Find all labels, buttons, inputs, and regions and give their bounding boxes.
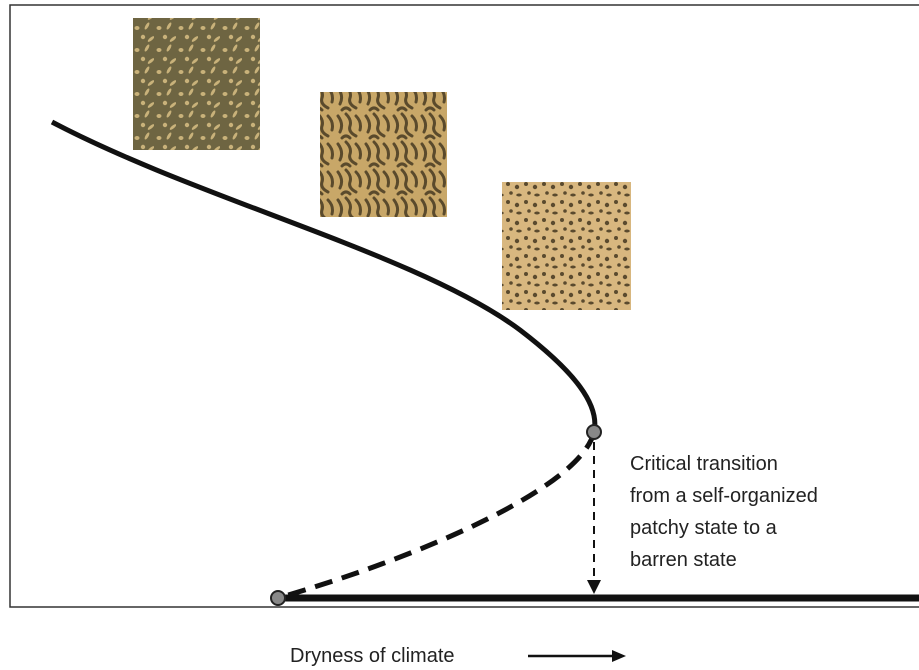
annotation-line: barren state bbox=[630, 549, 737, 571]
stable-branch bbox=[50, 119, 598, 433]
gapped-pattern bbox=[502, 182, 631, 310]
spotted-pattern bbox=[133, 18, 260, 150]
tipping-point bbox=[586, 424, 602, 440]
labyrinth-pattern bbox=[320, 92, 447, 217]
annotation-line: Critical transition bbox=[630, 453, 778, 475]
annotation-line: from a self-organized bbox=[630, 485, 818, 507]
lower-point bbox=[270, 590, 286, 606]
annotation-line: patchy state to a bbox=[630, 517, 778, 539]
transition-arrowhead bbox=[587, 580, 601, 594]
unstable-branch bbox=[277, 431, 597, 601]
x-axis-arrowhead bbox=[612, 650, 626, 662]
x-axis-label: Dryness of climate bbox=[290, 645, 455, 667]
frame bbox=[9, 4, 919, 608]
